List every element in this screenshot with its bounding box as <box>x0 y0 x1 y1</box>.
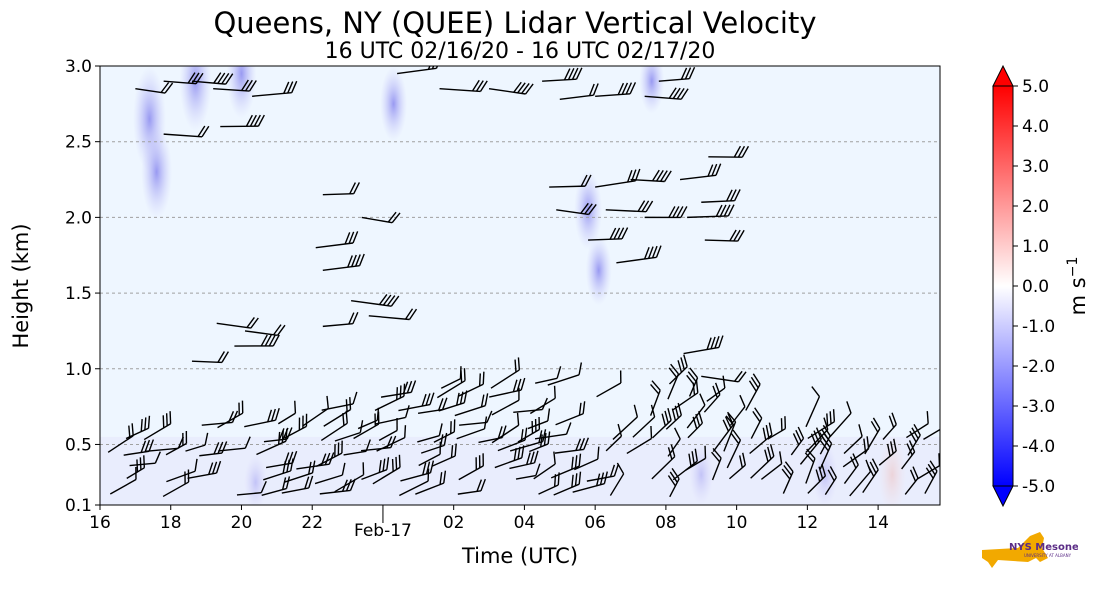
colorbar-gradient <box>993 86 1013 486</box>
x-tick-label-9: 10 <box>726 513 748 533</box>
x-tick-label-5: 02 <box>443 513 465 533</box>
x-tick-label-0: 16 <box>89 513 111 533</box>
chart-subtitle: 16 UTC 02/16/20 - 16 UTC 02/17/20 <box>325 39 716 64</box>
colorbar: 5.0 4.0 3.0 2.0 1.0 0.0 -1.0 -2.0 -3.0 -4.0 -5.0 m… <box>993 66 1090 506</box>
y-tick-label-2: 1.0 <box>65 360 92 380</box>
chart-title: Queens, NY (QUEE) Lidar Vertical Velocit… <box>213 6 816 40</box>
y-tick-label-1: 0.5 <box>65 435 92 455</box>
x-tick-label-11: 14 <box>867 513 889 533</box>
colorbar-ticks: 5.0 4.0 3.0 2.0 1.0 0.0 -1.0 -2.0 -3.0 -4.0 -5.0 <box>1013 77 1055 497</box>
x-tick-label-10: 12 <box>797 513 819 533</box>
x-tick-label-1: 18 <box>160 513 182 533</box>
y-tick-label-6: 3.0 <box>65 57 92 77</box>
x-tick-label-4: Feb-17 <box>354 521 412 541</box>
x-tick-label-6: 04 <box>514 513 536 533</box>
colorbar-tick-label-2: 3.0 <box>1022 157 1049 177</box>
colorbar-tick-label-5: 0.0 <box>1022 277 1049 297</box>
x-tick-label-2: 20 <box>231 513 253 533</box>
colorbar-tick-label-8: -3.0 <box>1022 397 1055 417</box>
velocity-patch-4 <box>380 66 407 141</box>
colorbar-tick-label-7: -2.0 <box>1022 357 1055 377</box>
x-tick-label-3: 22 <box>301 513 323 533</box>
colorbar-tick-label-1: 4.0 <box>1022 117 1049 137</box>
logo-text: NYS Mesonet <box>1009 542 1078 553</box>
x-tick-label-8: 08 <box>655 513 677 533</box>
x-axis-label: Time (UTC) <box>461 544 578 568</box>
colorbar-label: m s−1 <box>1065 257 1090 316</box>
colorbar-tick-label-3: 2.0 <box>1022 197 1049 217</box>
colorbar-label-unit: m s <box>1066 277 1090 315</box>
x-tick-label-7: 06 <box>584 513 606 533</box>
colorbar-tick-label-0: 5.0 <box>1022 77 1049 97</box>
nys-mesonet-logo: NYS Mesonet UNIVERSITY AT ALBANY <box>978 528 1078 570</box>
colorbar-extend-top <box>993 66 1013 86</box>
colorbar-tick-label-4: 1.0 <box>1022 237 1049 257</box>
colorbar-label-exponent: −1 <box>1065 257 1081 278</box>
y-tick-label-3: 1.5 <box>65 284 92 304</box>
velocity-patch-1 <box>141 124 172 219</box>
colorbar-tick-label-10: -5.0 <box>1022 477 1055 497</box>
y-tick-label-4: 2.0 <box>65 208 92 228</box>
colorbar-extend-bottom <box>993 486 1013 506</box>
colorbar-tick-label-9: -4.0 <box>1022 437 1055 457</box>
logo-subtext: UNIVERSITY AT ALBANY <box>1024 553 1072 558</box>
velocity-patch-3 <box>226 29 256 119</box>
y-tick-label-5: 2.5 <box>65 133 92 153</box>
y-axis-label: Height (km) <box>9 223 33 348</box>
velocity-patch-6 <box>586 235 612 305</box>
y-tick-label-0: 0.1 <box>65 496 92 516</box>
x-axis: 16 18 20 22 Feb-17 02 04 06 08 10 12 14 <box>89 505 889 541</box>
colorbar-tick-label-6: -1.0 <box>1022 317 1055 337</box>
y-axis: 0.1 0.5 1.0 1.5 2.0 2.5 3.0 <box>65 57 100 516</box>
